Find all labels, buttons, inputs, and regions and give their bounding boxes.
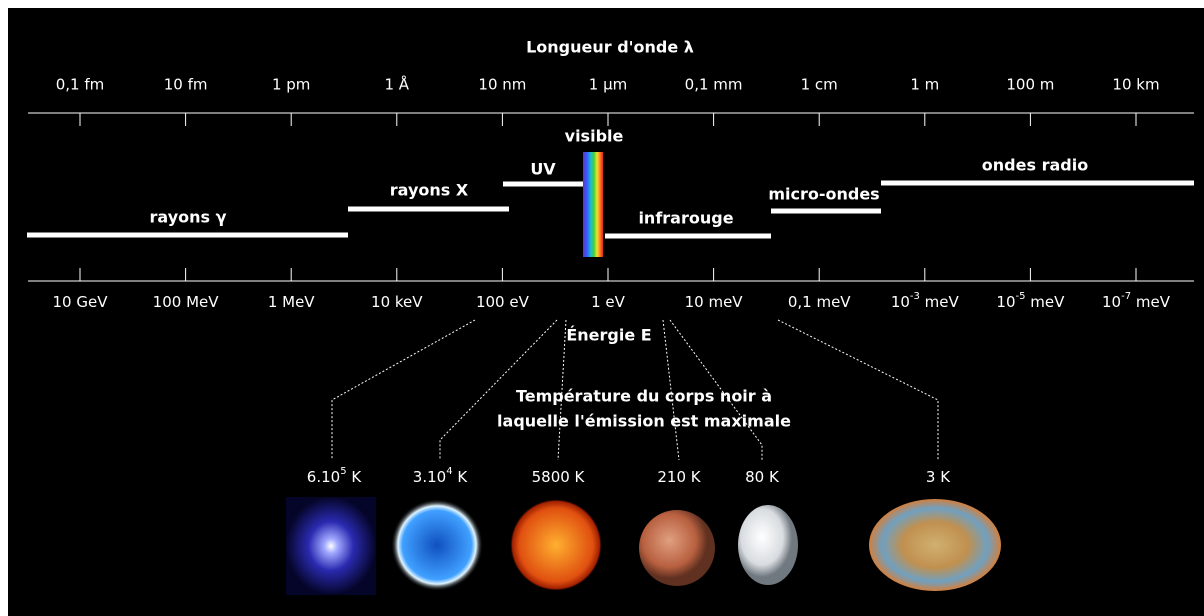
energy-label-base: 100 MeV	[153, 293, 220, 311]
diagram: Longueur d'onde λ Énergie E Température …	[0, 0, 1204, 616]
cmb-image	[869, 499, 1001, 591]
energy-label-base: 1 eV	[591, 293, 626, 311]
wavelength-label: 1 µm	[589, 76, 627, 94]
wavelength-label: 0,1 fm	[56, 76, 105, 94]
mars-image	[639, 510, 715, 586]
wavelength-label: 1 cm	[801, 76, 838, 94]
energy-label: 100 eV	[476, 293, 530, 311]
temperature-label-base: 5800 K	[532, 468, 586, 486]
energy-label-unit: meV	[920, 293, 960, 311]
band-label: rayons γ	[150, 208, 227, 227]
energy-label-unit: meV	[1131, 293, 1171, 311]
temperature-label: 6.105 K	[307, 466, 363, 486]
band-label: UV	[530, 160, 556, 179]
energy-label-sup: -5	[1016, 291, 1026, 302]
temperature-label: 3 K	[926, 468, 951, 486]
band-label: ondes radio	[982, 156, 1088, 175]
wavelength-label: 10 fm	[164, 76, 208, 94]
energy-label-unit: meV	[1026, 293, 1066, 311]
energy-label: 1 MeV	[268, 293, 315, 311]
temperature-label-base: 6.10	[307, 468, 340, 486]
energy-label-base: 10	[996, 293, 1015, 311]
band-label: visible	[565, 127, 624, 146]
wavelength-label: 0,1 mm	[685, 76, 743, 94]
band-label: infrarouge	[638, 209, 733, 228]
energy-title: Énergie E	[566, 326, 651, 345]
energy-label-sup: -7	[1121, 291, 1131, 302]
wavelength-label: 10 km	[1112, 76, 1159, 94]
energy-label: 10 GeV	[53, 293, 109, 311]
energy-label-base: 1 MeV	[268, 293, 315, 311]
blue-star-image	[391, 499, 483, 591]
temperature-label: 3.104 K	[413, 466, 469, 486]
wavelength-title: Longueur d'onde λ	[526, 38, 694, 57]
temperature-label-unit: K	[347, 468, 363, 486]
wavelength-label: 1 m	[910, 76, 939, 94]
energy-label: 10 meV	[685, 293, 744, 311]
energy-label: 10-7 meV	[1102, 291, 1171, 311]
background	[8, 8, 1204, 616]
temperature-label: 210 K	[657, 468, 701, 486]
temperature-label: 80 K	[745, 468, 780, 486]
energy-label-base: 10 keV	[371, 293, 423, 311]
temperature-label-unit: K	[453, 468, 469, 486]
energy-label: 10 keV	[371, 293, 423, 311]
energy-label-base: 100 eV	[476, 293, 530, 311]
temperature-title: laquelle l'émission est maximale	[497, 412, 791, 431]
wavelength-label: 100 m	[1006, 76, 1054, 94]
energy-label-base: 10	[891, 293, 910, 311]
enceladus-image	[738, 505, 798, 585]
energy-label-base: 0,1 meV	[788, 293, 851, 311]
energy-label: 10-3 meV	[891, 291, 960, 311]
temperature-label: 5800 K	[532, 468, 586, 486]
temperature-label-base: 210 K	[657, 468, 701, 486]
sun-image	[510, 499, 602, 591]
band-label: rayons X	[390, 181, 469, 200]
energy-label-sup: -3	[910, 291, 920, 302]
energy-label: 10-5 meV	[996, 291, 1065, 311]
energy-label-base: 10 meV	[685, 293, 744, 311]
wavelength-label: 10 nm	[478, 76, 526, 94]
temperature-title: Température du corps noir à	[516, 387, 772, 406]
visible-spectrum	[583, 152, 603, 257]
temperature-label-base: 3 K	[926, 468, 951, 486]
energy-label: 0,1 meV	[788, 293, 851, 311]
temperature-label-base: 3.10	[413, 468, 446, 486]
energy-label-base: 10 GeV	[53, 293, 109, 311]
energy-label: 1 eV	[591, 293, 626, 311]
star-image	[286, 497, 376, 595]
energy-label: 100 MeV	[153, 293, 220, 311]
wavelength-label: 1 Å	[385, 75, 410, 94]
energy-label-base: 10	[1102, 293, 1121, 311]
temperature-label-base: 80 K	[745, 468, 780, 486]
band-label: micro-ondes	[768, 185, 879, 204]
wavelength-label: 1 pm	[272, 76, 310, 94]
